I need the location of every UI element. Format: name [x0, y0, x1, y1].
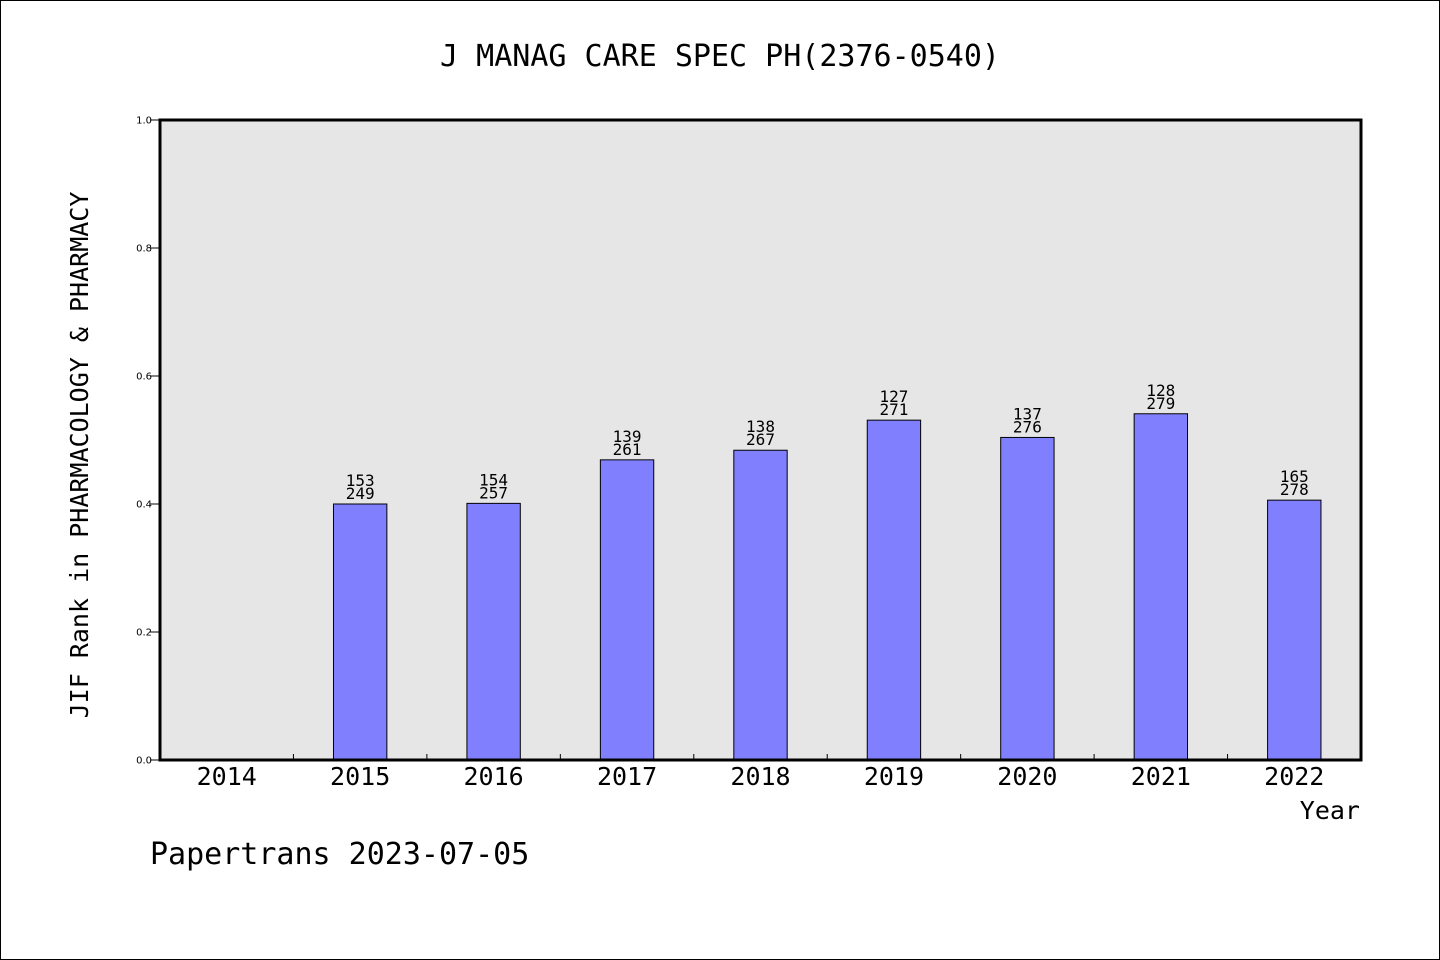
bars	[332, 413, 1322, 761]
bar-2020	[1000, 436, 1055, 761]
bar-label-rank: 154	[479, 470, 508, 489]
bar-2016	[466, 502, 521, 761]
footer-watermark: Papertrans 2023-07-05	[150, 837, 529, 872]
bar-2019	[866, 419, 922, 761]
bar-label-total: 278	[1280, 480, 1309, 499]
bar-2018	[733, 449, 788, 761]
y-tick-label: 0.4	[136, 500, 152, 511]
bar-2017	[599, 459, 655, 761]
y-tick-label: 0.8	[136, 244, 152, 255]
bar-label-total: 249	[346, 484, 375, 503]
bar-2015	[332, 503, 388, 761]
x-tick-label: 2018	[730, 762, 790, 791]
bar-label-total: 257	[479, 483, 508, 502]
x-tick-label: 2022	[1264, 762, 1324, 791]
bar-label-rank: 137	[1013, 404, 1042, 423]
x-tick-label: 2014	[197, 762, 257, 791]
y-tick-label: 0.0	[136, 756, 152, 767]
bar-label-rank: 138	[746, 417, 775, 436]
bar-label-rank: 165	[1280, 467, 1309, 486]
bar-2022	[1267, 499, 1322, 761]
x-axis-label: Year	[1300, 796, 1360, 825]
bar-label-total: 267	[746, 430, 775, 449]
bar-label-rank: 153	[346, 471, 375, 490]
x-tick-label: 2016	[464, 762, 524, 791]
x-tick-label: 2015	[330, 762, 390, 791]
x-axis-ticks: 2014 2015 2016 2017 2018 2019 2020 2021 2022	[197, 754, 1324, 791]
bar-label-total: 271	[879, 400, 908, 419]
bar-2021	[1133, 413, 1189, 761]
y-tick-label: 0.2	[136, 628, 152, 639]
bar-label-rank: 127	[879, 387, 908, 406]
x-tick-label: 2017	[597, 762, 657, 791]
y-axis-label: JIF Rank in PHARMACOLOGY & PHARMACY	[65, 192, 94, 719]
bar-label-rank: 128	[1146, 381, 1175, 400]
chart-title: J MANAG CARE SPEC PH(2376-0540)	[440, 39, 1000, 74]
y-tick-label: 0.6	[136, 372, 152, 383]
y-axis-ticks: 0.0 0.2 0.4 0.6 0.8 1.0	[136, 116, 160, 767]
bar-label-total: 276	[1013, 417, 1042, 436]
bar-label-total: 279	[1146, 394, 1175, 413]
bar-label-total: 261	[613, 440, 642, 459]
plot-border	[158, 118, 1363, 762]
x-tick-label: 2020	[997, 762, 1057, 791]
y-tick-label: 1.0	[136, 116, 152, 127]
x-tick-label: 2021	[1131, 762, 1191, 791]
x-tick-label: 2019	[864, 762, 924, 791]
bar-label-rank: 139	[613, 427, 642, 446]
